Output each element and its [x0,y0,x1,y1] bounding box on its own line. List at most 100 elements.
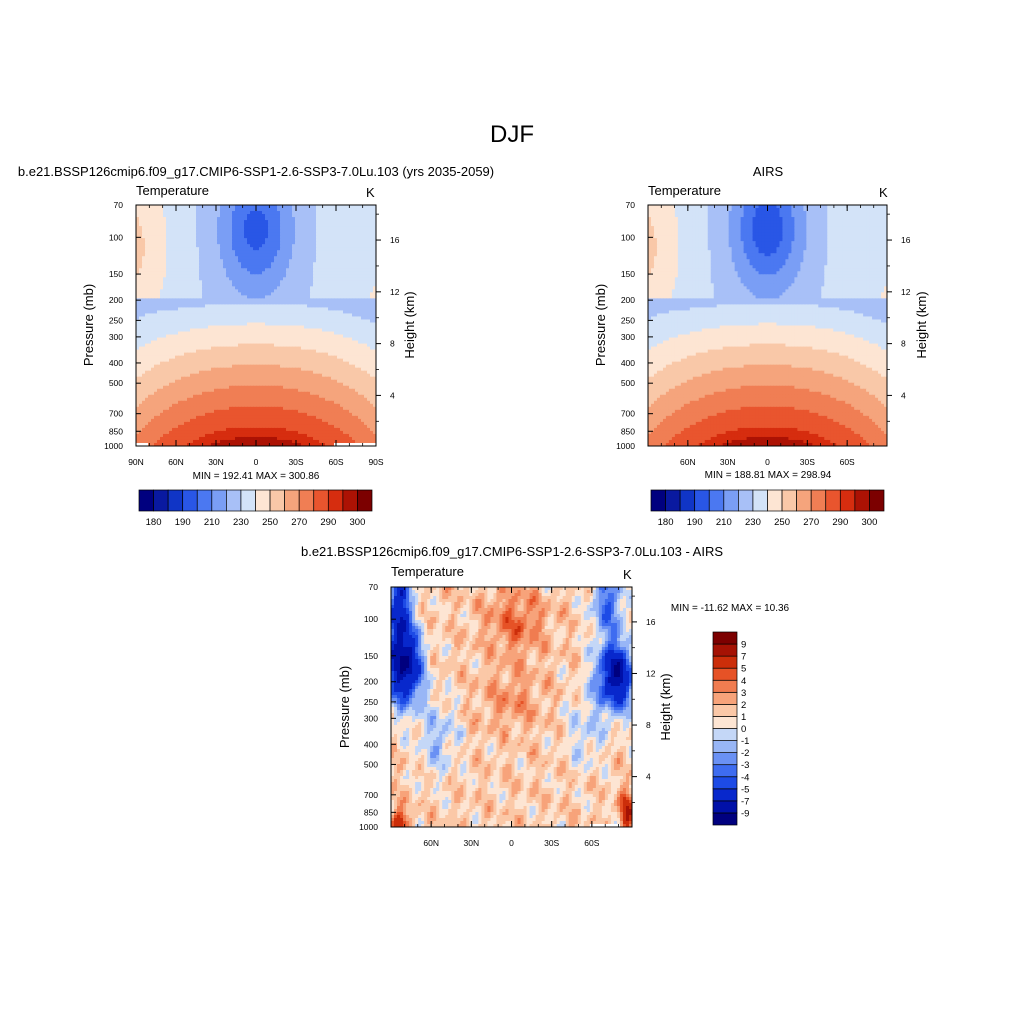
contour-cell [172,322,176,327]
contour-cell [256,277,260,281]
contour-cell [175,250,179,254]
contour-cell [160,334,164,339]
contour-cell [331,247,335,251]
contour-cell [325,388,329,393]
contour-cell [346,367,350,372]
contour-cell [172,235,176,239]
contour-cell [205,292,209,296]
contour-cell [148,382,152,387]
contour-cell [136,328,140,333]
contour-cell [280,262,284,266]
contour-cell [169,265,173,269]
contour-cell [238,301,242,306]
contour-cell [136,217,140,221]
contour-cell [259,310,263,315]
contour-cell [340,256,344,260]
contour-cell [334,337,338,342]
contour-cell [322,208,326,212]
contour-cell [250,376,254,381]
contour-cell [310,331,314,336]
contour-cell [253,325,257,330]
contour-cell [169,367,173,372]
contour-cell [259,313,263,318]
contour-cell [349,280,353,284]
contour-cell [280,223,284,227]
contour-cell [346,259,350,263]
contour-cell [277,340,281,345]
contour-cell [304,214,308,218]
contour-cell [154,274,158,278]
contour-cell [361,358,365,363]
contour-cell [370,208,374,212]
contour-cell [289,256,293,260]
contour-cell [175,262,179,266]
contour-cell [337,379,341,384]
contour-cell [211,220,215,224]
contour-cell [373,364,376,369]
contour-cell [151,283,155,287]
contour-cell [352,298,356,302]
contour-cell [142,289,146,293]
contour-cell [355,343,359,348]
contour-cell [259,382,263,387]
contour-cell [154,217,158,221]
contour-cell [343,382,347,387]
contour-cell [367,337,371,342]
contour-cell [226,370,230,375]
contour-cell [214,367,218,372]
contour-cell [310,340,314,345]
contour-cell [289,310,293,315]
contour-cell [217,250,221,254]
contour-cell [148,373,152,378]
contour-cell [334,301,338,306]
contour-cell [283,259,287,263]
contour-cell [169,229,173,233]
contour-cell [322,283,326,287]
contour-cell [373,316,376,321]
contour-cell [247,304,251,309]
contour-cell [193,286,197,290]
contour-cell [172,355,176,360]
contour-cell [160,265,164,269]
contour-cell [358,373,362,378]
contour-cell [238,256,242,260]
contour-cell [187,382,191,387]
contour-cell [310,214,314,218]
contour-cell [169,253,173,257]
contour-cell [325,355,329,360]
contour-cell [334,217,338,221]
contour-cell [208,265,212,269]
contour-cell [199,235,203,239]
contour-cell [259,337,263,342]
contour-cell [349,301,353,306]
contour-cell [298,301,302,306]
contour-cell [250,373,254,378]
contour-cell [232,388,236,393]
contour-cell [250,388,254,393]
contour-cell [142,319,146,324]
contour-cell [193,340,197,345]
contour-cell [184,385,188,390]
contour-cell [157,340,161,345]
contour-cell [160,346,164,351]
contour-cell [169,334,173,339]
contour-cell [364,247,368,251]
contour-cell [241,265,245,269]
contour-cell [256,346,260,351]
contour-cell [166,241,170,245]
contour-cell [271,274,275,278]
contour-cell [235,376,239,381]
contour-cell [220,367,224,372]
contour-cell [265,376,269,381]
contour-cell [316,238,320,242]
contour-cell [301,205,305,209]
contour-cell [184,253,188,257]
contour-cell [301,316,305,321]
contour-cell [259,274,263,278]
contour-cell [136,223,140,227]
contour-cell [247,358,251,363]
contour-cell [205,250,209,254]
contour-cell [205,331,209,336]
contour-cell [202,382,206,387]
contour-cell [178,256,182,260]
